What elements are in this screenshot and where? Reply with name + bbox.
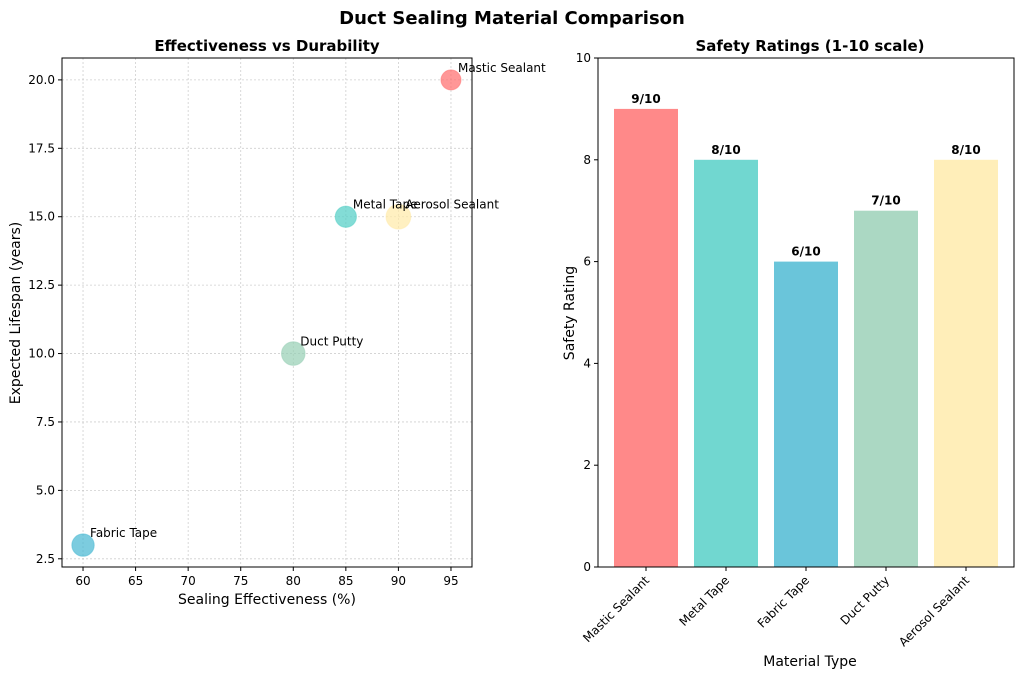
bar-x-tick-label: Metal Tape	[677, 573, 733, 629]
scatter-x-ticks: 60 65 70 75 80 85 90 95	[75, 567, 459, 588]
bar	[854, 210, 918, 567]
scatter-x-tick-label: 90	[391, 574, 406, 588]
scatter-point-label: Aerosol Sealant	[405, 198, 499, 212]
bar-y-tick-label: 4	[583, 356, 591, 370]
scatter-y-axis-label: Expected Lifespan (years)	[8, 222, 24, 405]
scatter-y-tick-label: 17.5	[28, 141, 55, 155]
bar-y-tick-label: 10	[576, 51, 591, 65]
bar-value-label: 8/10	[711, 143, 740, 157]
bar-x-ticks: Mastic Sealant Metal Tape Fabric Tape Duct …	[580, 567, 972, 649]
scatter-y-ticks: 2.5 5.0 7.5 10.0 12.5 15.0 17.5 20.0	[28, 73, 62, 566]
bar-value-label: 8/10	[951, 143, 980, 157]
bar-y-tick-label: 8	[583, 153, 591, 167]
scatter-x-axis-label: Sealing Effectiveness (%)	[178, 592, 356, 608]
scatter-x-tick-label: 80	[286, 574, 301, 588]
scatter-y-tick-label: 5.0	[36, 483, 55, 497]
bar-value-labels: 9/10 8/10 6/10 7/10 8/10	[631, 92, 980, 259]
bar-x-tick-label: Aerosol Sealant	[896, 573, 972, 649]
scatter-point	[440, 69, 462, 91]
scatter-x-tick-label: 75	[233, 574, 248, 588]
bar-chart: 9/10 8/10 6/10 7/10 8/10 Mastic Sealant Metal…	[562, 37, 1015, 670]
bar-x-tick-label: Duct Putty	[838, 573, 893, 628]
bar-y-ticks: 0 2 4 6 8 10	[576, 51, 598, 574]
bar-y-tick-label: 6	[583, 255, 591, 269]
scatter-y-tick-label: 20.0	[28, 73, 55, 87]
scatter-title: Effectiveness vs Durability	[154, 37, 380, 55]
bar-x-tick-label: Fabric Tape	[755, 573, 812, 630]
bar-x-tick-label: Mastic Sealant	[580, 573, 652, 645]
scatter-x-tick-label: 60	[75, 574, 90, 588]
bar-y-tick-label: 2	[583, 458, 591, 472]
scatter-point	[334, 205, 357, 228]
figure-title: Duct Sealing Material Comparison	[339, 8, 685, 29]
bar-value-label: 7/10	[871, 194, 900, 208]
scatter-point-label: Metal Tape	[353, 198, 418, 212]
scatter-point-label: Mastic Sealant	[458, 61, 546, 75]
scatter-x-tick-label: 65	[128, 574, 143, 588]
scatter-plot-frame	[61, 57, 473, 568]
bar-chart-bars	[614, 108, 998, 568]
scatter-y-tick-label: 15.0	[28, 210, 55, 224]
scatter-y-tick-label: 12.5	[28, 278, 55, 292]
bar-x-axis-label: Material Type	[763, 654, 856, 670]
bar-value-label: 9/10	[631, 92, 660, 106]
scatter-y-tick-label: 7.5	[36, 415, 55, 429]
scatter-x-tick-label: 95	[443, 574, 458, 588]
scatter-grid	[62, 58, 472, 567]
scatter-point	[280, 341, 306, 366]
scatter-x-tick-label: 85	[338, 574, 353, 588]
bar	[694, 159, 758, 568]
bar	[934, 159, 998, 568]
bar	[614, 108, 678, 568]
scatter-point-label: Duct Putty	[300, 335, 363, 349]
scatter-point	[71, 533, 95, 557]
bar-y-tick-label: 0	[583, 560, 591, 574]
bar-value-label: 6/10	[791, 245, 820, 259]
scatter-chart: Mastic Sealant Metal Tape Fabric Tape Duct …	[8, 37, 546, 608]
scatter-point	[385, 203, 412, 230]
bar-title: Safety Ratings (1-10 scale)	[695, 37, 924, 55]
bar-y-axis-label: Safety Rating	[562, 266, 578, 360]
bar	[774, 261, 838, 567]
scatter-y-tick-label: 2.5	[36, 552, 55, 566]
scatter-point-label: Fabric Tape	[90, 526, 157, 540]
scatter-points	[71, 69, 462, 557]
scatter-point-labels: Mastic Sealant Metal Tape Fabric Tape Duct …	[90, 61, 546, 540]
scatter-y-tick-label: 10.0	[28, 347, 55, 361]
scatter-x-tick-label: 70	[181, 574, 196, 588]
